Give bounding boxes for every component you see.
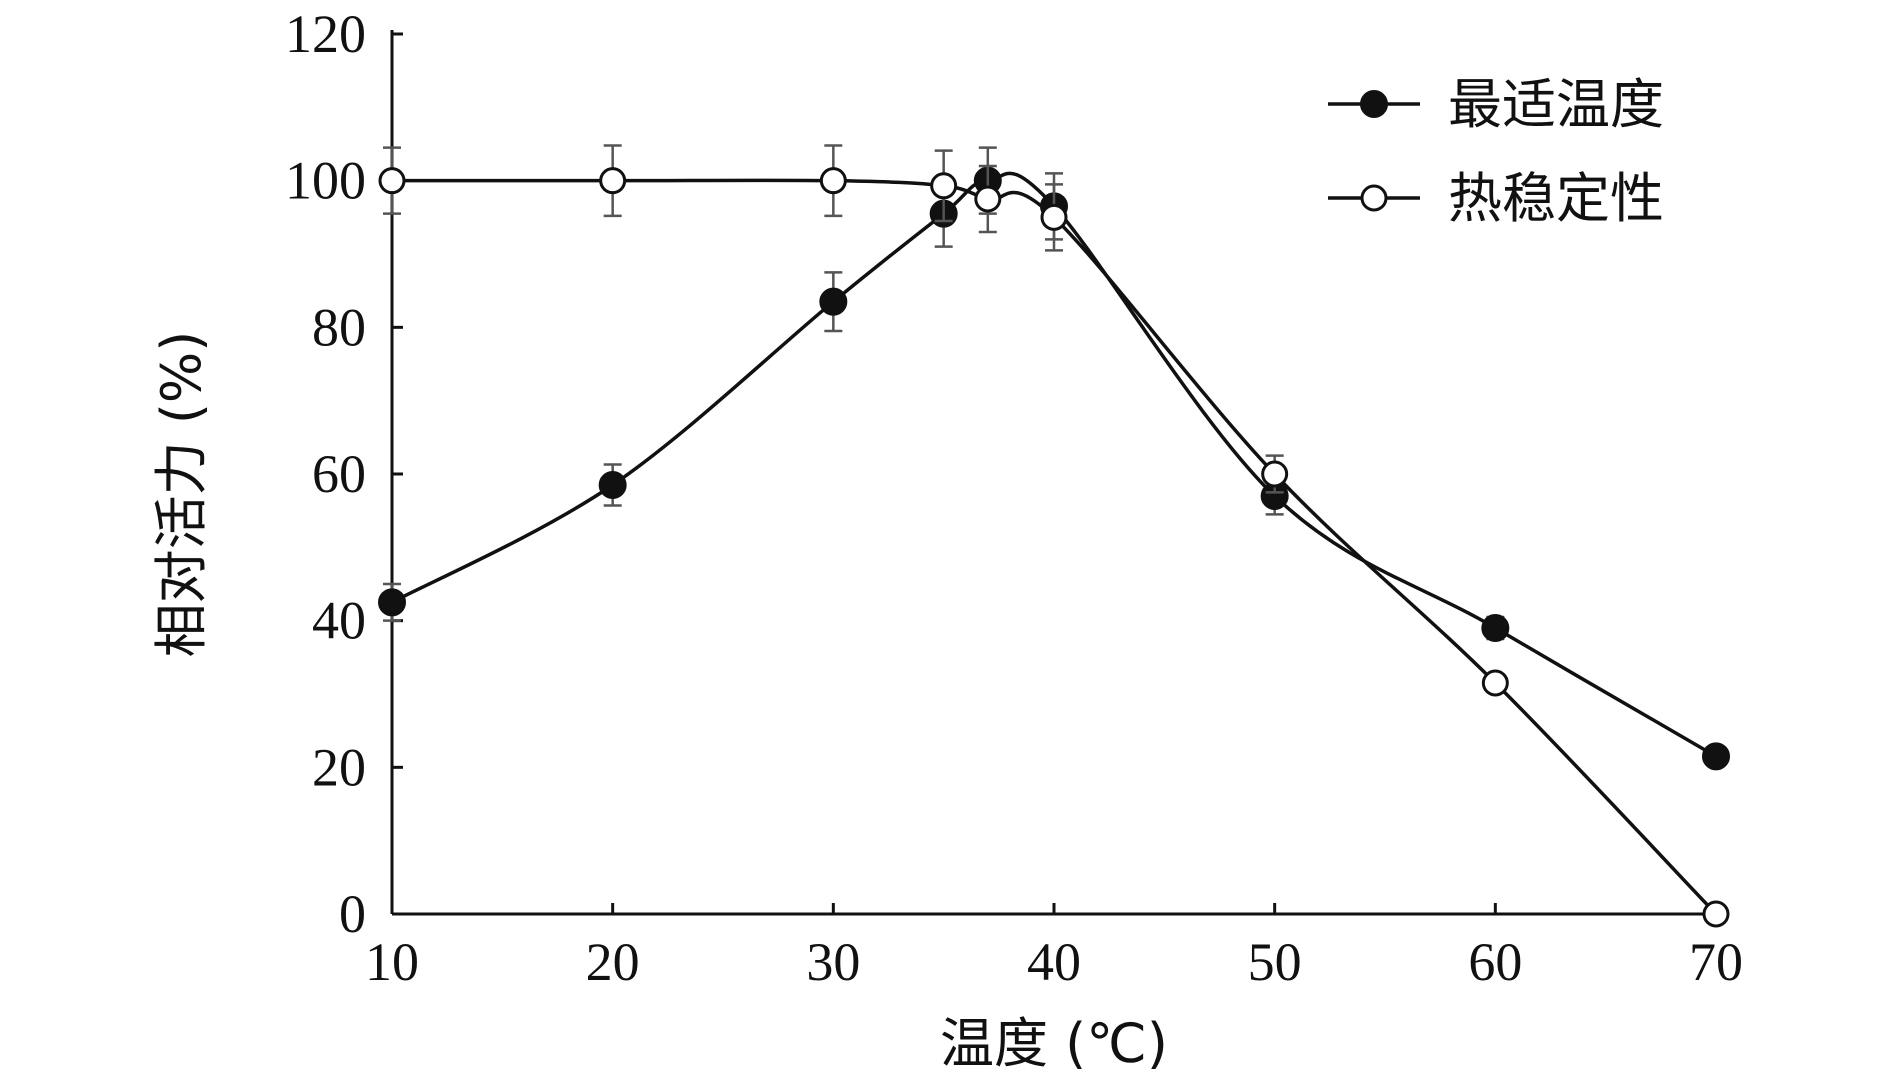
data-point-thermal-stability xyxy=(378,167,406,195)
legend-item-thermal-stability: 热稳定性 xyxy=(1328,167,1664,230)
series-thermal-stability xyxy=(378,144,1730,928)
legend-marker xyxy=(1360,184,1388,212)
data-point-thermal-stability xyxy=(1702,900,1730,928)
series-line-optimal-temperature xyxy=(391,171,1717,758)
data-point-optimal-temperature xyxy=(598,471,627,499)
data-point-optimal-temperature xyxy=(378,588,406,617)
plot-area xyxy=(378,144,1730,928)
data-point-thermal-stability xyxy=(930,172,958,200)
x-tick-label: 10 xyxy=(365,932,419,992)
legend-label: 最适温度 xyxy=(1448,73,1664,136)
data-point-thermal-stability xyxy=(599,167,627,195)
y-tick-label: 60 xyxy=(312,444,366,504)
y-tick-label: 100 xyxy=(285,151,366,211)
legend-label: 热稳定性 xyxy=(1448,167,1664,230)
x-tick-label: 60 xyxy=(1468,932,1522,992)
data-point-thermal-stability xyxy=(1040,203,1068,231)
series-line-thermal-stability xyxy=(391,178,1718,916)
legend-marker xyxy=(1360,90,1388,118)
x-tick-label: 20 xyxy=(586,932,640,992)
x-tick-label: 40 xyxy=(1027,932,1081,992)
data-point-optimal-temperature xyxy=(1702,742,1730,771)
y-axis-title: 相对活力 (%) xyxy=(150,331,213,658)
y-tick-label: 80 xyxy=(312,297,366,357)
data-point-thermal-stability xyxy=(1261,460,1289,488)
y-tick-label: 20 xyxy=(312,737,366,797)
y-tick-label: 0 xyxy=(339,884,366,944)
data-point-thermal-stability xyxy=(974,185,1002,213)
y-tick-label: 120 xyxy=(285,4,366,64)
data-point-optimal-temperature xyxy=(1481,614,1510,642)
data-point-thermal-stability xyxy=(819,167,847,195)
y-tick-label: 40 xyxy=(312,591,366,651)
axes: 10 20 30 40 50 60 70 0 20 40 60 80 100 120 xyxy=(285,4,1743,992)
x-axis-title: 温度 (℃) xyxy=(940,1012,1168,1075)
x-tick-label: 50 xyxy=(1248,932,1302,992)
data-point-optimal-temperature xyxy=(819,287,848,316)
x-tick-label: 70 xyxy=(1689,932,1743,992)
data-point-thermal-stability xyxy=(1481,669,1509,697)
x-tick-label: 30 xyxy=(806,932,860,992)
legend-item-optimal-temperature: 最适温度 xyxy=(1328,73,1664,136)
